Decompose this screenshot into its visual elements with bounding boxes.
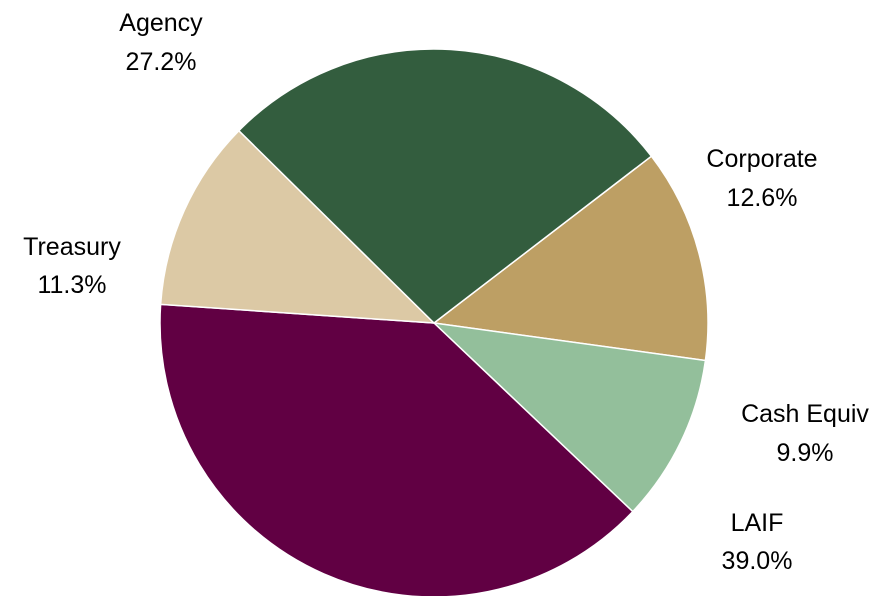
label-agency-pct: 27.2% xyxy=(126,48,197,76)
label-treasury-name: Treasury xyxy=(23,233,121,261)
pie-slices xyxy=(159,48,709,596)
pie-slice-corporate xyxy=(432,155,709,362)
pie-labels: Corporate 12.6% Cash Equiv 9.9% LAIF 39.… xyxy=(23,9,869,575)
pie-slice-treasury xyxy=(159,129,436,324)
label-corporate-pct: 12.6% xyxy=(727,184,798,212)
label-laif-pct: 39.0% xyxy=(722,547,793,575)
pie-slice-cash-equiv xyxy=(431,321,707,513)
pie-slice-agency xyxy=(237,48,653,324)
label-cash-equiv-pct: 9.9% xyxy=(777,439,834,467)
label-laif-name: LAIF xyxy=(731,509,784,537)
label-cash-equiv-name: Cash Equiv xyxy=(741,400,869,428)
label-agency-name: Agency xyxy=(119,9,203,37)
pie-slice-laif xyxy=(159,303,634,596)
label-corporate-name: Corporate xyxy=(706,145,817,173)
label-treasury-pct: 11.3% xyxy=(37,271,106,299)
